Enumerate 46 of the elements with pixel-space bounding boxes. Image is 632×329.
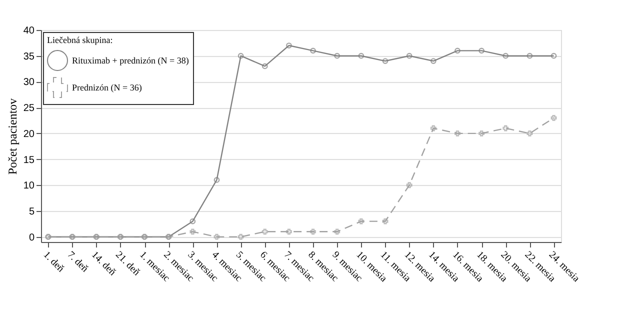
y-tick-label: 20 — [23, 128, 35, 140]
y-tick-label: 15 — [23, 154, 35, 166]
point — [358, 218, 364, 224]
point — [358, 52, 364, 59]
point — [502, 52, 509, 59]
point — [550, 114, 557, 121]
point — [190, 228, 196, 235]
y-tick-label: 10 — [23, 180, 35, 192]
y-tick-label: 25 — [23, 103, 35, 114]
point — [238, 52, 244, 59]
point — [310, 228, 316, 235]
y-axis-title: Počet pacientov — [5, 98, 20, 175]
point — [334, 228, 340, 235]
point — [478, 48, 484, 54]
y-tick-label: 30 — [23, 77, 35, 88]
point — [526, 52, 533, 59]
point — [334, 52, 340, 59]
point — [238, 234, 244, 240]
y-tick-label: 40 — [23, 26, 35, 36]
point — [382, 218, 388, 224]
point — [454, 48, 460, 54]
legend-label: Prednizón (N = 36) — [72, 82, 142, 92]
point — [214, 234, 220, 240]
x-tick-label: 1. deň — [40, 250, 66, 275]
point — [406, 52, 412, 59]
y-tick-label: 5 — [28, 206, 35, 218]
point — [286, 42, 292, 48]
legend-title: Liečebná skupina: — [47, 35, 113, 45]
legend-label: Rituximab + prednizón (N = 38) — [72, 56, 189, 66]
point — [454, 130, 460, 136]
point — [310, 48, 316, 54]
y-tick-label: 0 — [28, 232, 35, 244]
y-tick-label: 35 — [23, 51, 35, 62]
point — [382, 58, 388, 64]
point — [286, 228, 292, 235]
x-tick-label: 7. deň — [65, 250, 90, 275]
point — [262, 228, 268, 235]
point — [478, 130, 484, 136]
point — [526, 130, 533, 136]
point — [214, 177, 220, 183]
point — [430, 125, 436, 132]
point — [406, 182, 412, 188]
point — [190, 218, 196, 224]
point — [262, 63, 268, 70]
point — [502, 125, 509, 132]
point — [430, 58, 436, 64]
